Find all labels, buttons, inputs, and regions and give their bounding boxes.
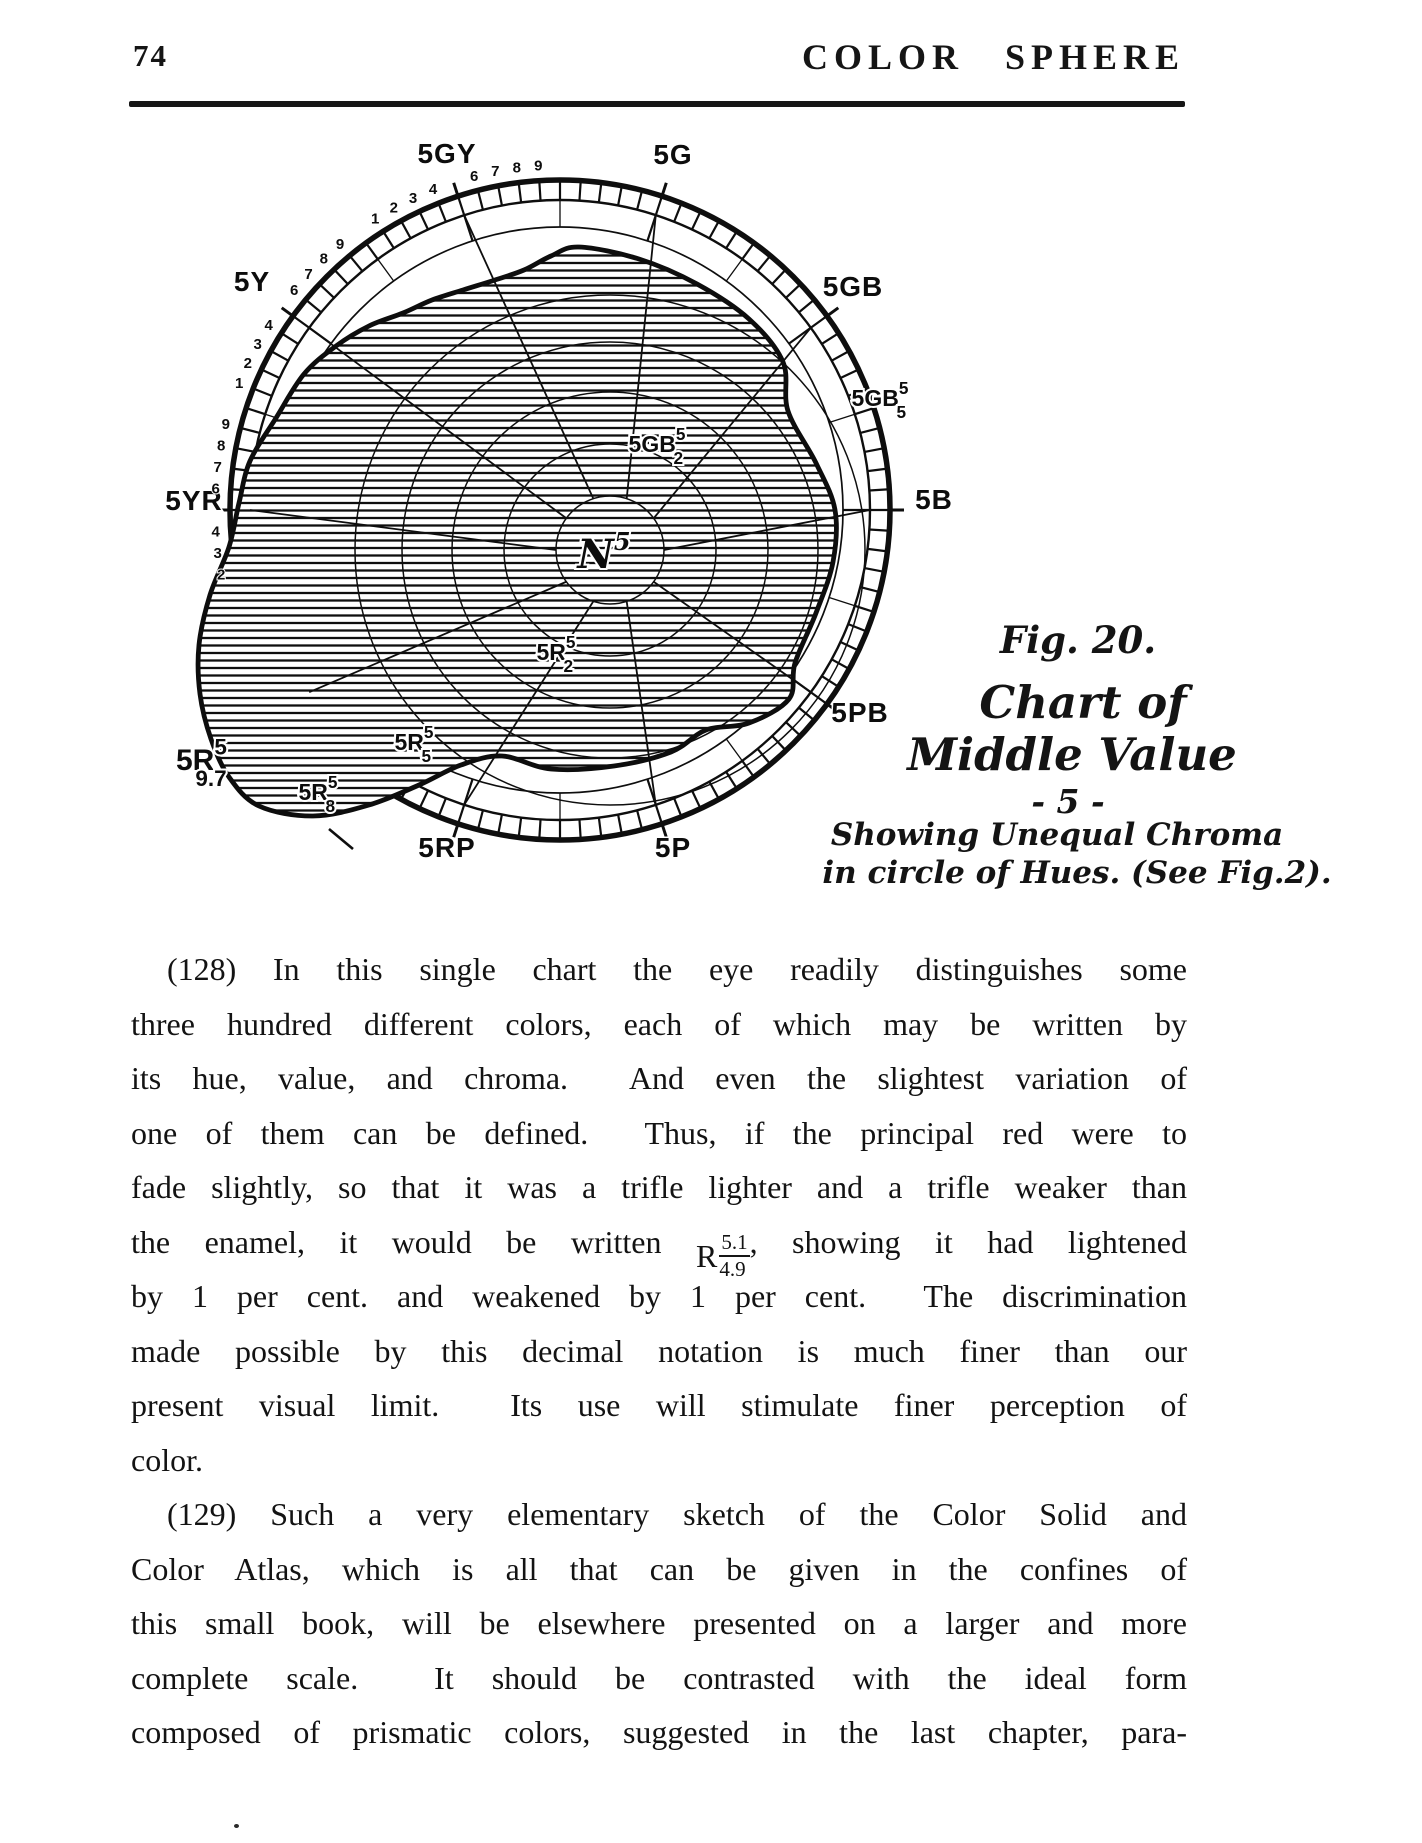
text-line: present visual limit. Its use will stimu… — [131, 1387, 1187, 1423]
figure-caption-number: Fig. 20. — [999, 618, 1157, 662]
svg-text:7: 7 — [304, 266, 312, 283]
page-number: 74 — [133, 38, 168, 73]
svg-text:4: 4 — [429, 181, 438, 198]
svg-text:5GY: 5GY — [417, 138, 476, 169]
svg-text:5YR: 5YR — [165, 485, 222, 516]
svg-text:9: 9 — [222, 416, 230, 433]
figure-caption-line: in circle of Hues. (See Fig.2). — [822, 855, 1332, 891]
svg-text:4: 4 — [212, 524, 221, 541]
svg-text:5PB: 5PB — [831, 697, 888, 728]
munsell-notation: R 5.1 4.9 — [695, 1229, 750, 1281]
svg-text:5G: 5G — [653, 139, 692, 170]
svg-text:N5: N5 — [575, 527, 630, 578]
svg-text:3: 3 — [254, 336, 262, 353]
svg-text:5GB: 5GB — [823, 271, 884, 302]
svg-text:3: 3 — [214, 545, 222, 562]
text-line: this small book, will be elsewhere prese… — [131, 1605, 1187, 1641]
header-rule — [129, 101, 1185, 107]
text-line: one of them can be defined. Thus, if the… — [131, 1114, 1187, 1151]
svg-text:5B: 5B — [915, 484, 953, 515]
svg-text:4: 4 — [265, 317, 274, 334]
svg-text:7: 7 — [214, 459, 222, 476]
svg-text:6: 6 — [290, 282, 298, 299]
text-line: three hundred different colors, each of … — [131, 1005, 1187, 1042]
text-line: by 1 per cent. and weakened by 1 per cen… — [131, 1278, 1187, 1314]
svg-text:9: 9 — [336, 236, 344, 253]
svg-text:2: 2 — [217, 567, 225, 584]
text-line: its hue, value, and chroma. And even the… — [131, 1060, 1187, 1096]
svg-text:1: 1 — [371, 211, 379, 228]
svg-text:3: 3 — [409, 190, 417, 207]
figure-caption-line: - 5 - — [1031, 782, 1105, 821]
text-line: fade slightly, so that it was a trifle l… — [131, 1169, 1187, 1205]
svg-text:2: 2 — [244, 355, 252, 372]
svg-text:9: 9 — [534, 158, 542, 175]
text-line: color. — [131, 1441, 203, 1478]
svg-text:6: 6 — [470, 168, 478, 185]
text-line: Color Atlas, which is all that can be gi… — [131, 1550, 1187, 1587]
svg-text:6: 6 — [212, 480, 220, 497]
svg-text:1: 1 — [235, 375, 243, 392]
svg-text:8: 8 — [513, 160, 521, 177]
figure-caption-line: Middle Value — [907, 728, 1237, 781]
figure-caption-line: Chart of — [979, 676, 1187, 729]
svg-text:7: 7 — [491, 163, 499, 180]
figure-20: 5B 5GB 5G 5GY 5Y 5YR 5RP 5P 5PB 2 3 4 6 7 8 9 1 2 3 4 6 7 8 9 1 2… — [0, 110, 1422, 1020]
scan-speck — [234, 1824, 239, 1828]
svg-text:5RP: 5RP — [418, 832, 475, 863]
paragraph-128: (128) In this single chart the eye readi… — [131, 942, 1187, 1487]
figure-caption-line: Showing Unequal Chroma — [830, 817, 1284, 853]
text-line: (129) Such a very elementary sketch of t… — [167, 1496, 1187, 1532]
svg-text:8: 8 — [217, 437, 225, 454]
body-text: (128) In this single chart the eye readi… — [131, 942, 1187, 1760]
text-line: composed of prismatic colors, suggested … — [131, 1714, 1187, 1750]
text-line: the enamel, it would be written R 5.1 4.9,… — [131, 1223, 1188, 1281]
svg-text:5Y: 5Y — [234, 266, 270, 297]
svg-text:2: 2 — [390, 200, 398, 217]
text-line: complete scale. It should be contrasted … — [131, 1659, 1187, 1696]
running-head-title: COLOR SPHERE — [801, 37, 1185, 77]
svg-text:5P: 5P — [655, 832, 691, 863]
svg-text:8: 8 — [320, 251, 328, 268]
text-line: made possible by this decimal notation i… — [131, 1332, 1187, 1369]
text-line: (128) In this single chart the eye readi… — [167, 951, 1187, 987]
paragraph-129: (129) Such a very elementary sketch of t… — [131, 1487, 1187, 1760]
